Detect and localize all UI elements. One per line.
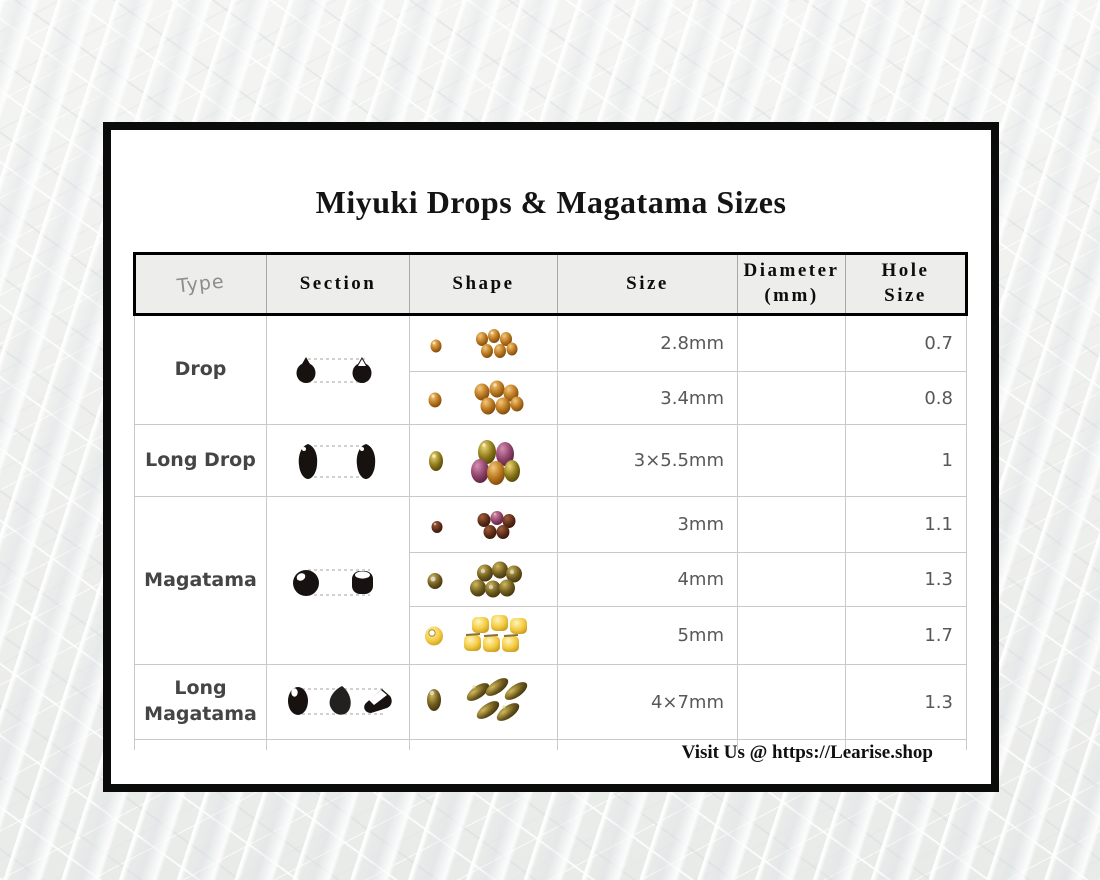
type-label-magatama: Magatama — [134, 496, 267, 665]
hole-size-value: 1.7 — [845, 606, 967, 665]
size-value: 3mm — [557, 496, 738, 553]
size-table: Type Section Shape Size Diameter (mm) Ho… — [133, 252, 968, 750]
hole-size-value: 0.8 — [845, 371, 967, 425]
shape-cell-magatama-4mm — [409, 552, 558, 607]
diameter-value — [737, 424, 846, 497]
diameter-value — [737, 496, 846, 553]
diameter-value — [737, 606, 846, 665]
hole-size-value: 1.1 — [845, 496, 967, 553]
diameter-value — [737, 314, 846, 372]
long-drop-section-icon — [298, 443, 376, 479]
hole-size-value: 0.7 — [845, 314, 967, 372]
shape-cell-drop-3.4 — [409, 371, 558, 425]
shop-url-text: Visit Us @ https://Learise.shop — [681, 742, 933, 763]
section-cell-long-magatama — [266, 664, 410, 740]
shape-cell-magatama-3mm — [409, 496, 558, 553]
drop-beads-2.8mm-icon — [430, 328, 517, 358]
size-value: 2.8mm — [557, 314, 738, 372]
table-row: Drop — [134, 314, 967, 425]
long-magatama-section-icon — [288, 686, 392, 715]
drop-section-icon — [296, 357, 372, 383]
shape-cell-long-drop — [409, 424, 558, 497]
table-row-partial — [134, 739, 967, 750]
long-magatama-beads-icon — [426, 678, 527, 721]
magatama-beads-5mm-icon — [424, 614, 527, 652]
table-row: 5mm 1.7 — [135, 606, 967, 665]
col-header-hole-size: Hole Size — [845, 252, 968, 316]
table-row: Long Drop — [134, 424, 967, 497]
col-header-type: Type — [133, 252, 267, 316]
hole-size-value: 1.3 — [845, 552, 967, 607]
magatama-beads-4mm-icon — [427, 561, 522, 597]
header-row: Type Section Shape Size Diameter (mm) Ho… — [133, 252, 968, 316]
table-row: 4mm 1.3 — [135, 552, 967, 607]
size-value: 3×5.5mm — [557, 424, 738, 497]
shape-cell-drop-2.8 — [409, 314, 558, 372]
size-value: 5mm — [557, 606, 738, 665]
section-cell-long-drop — [266, 424, 410, 497]
table-row: Magatama — [134, 496, 967, 665]
col-header-section: Section — [266, 252, 410, 316]
shape-cell-magatama-5mm — [409, 606, 558, 665]
magatama-beads-3mm-icon — [431, 510, 515, 539]
size-value: 3.4mm — [557, 371, 738, 425]
poster-card: Miyuki Drops & Magatama Sizes Type Secti… — [103, 122, 999, 792]
hole-size-value: 1.3 — [845, 664, 967, 740]
page-title: Miyuki Drops & Magatama Sizes — [315, 184, 787, 220]
shape-cell-long-magatama — [409, 664, 558, 740]
diameter-value — [737, 664, 846, 740]
table-row: Long Magatama — [134, 664, 967, 740]
size-value: 4×7mm — [557, 664, 738, 740]
drop-beads-3.4mm-icon — [428, 380, 523, 415]
section-cell-drop — [266, 314, 410, 425]
section-cell-magatama — [266, 496, 410, 665]
col-header-size: Size — [557, 252, 738, 316]
magatama-section-icon — [293, 568, 373, 596]
type-label-long-drop: Long Drop — [134, 424, 267, 497]
hole-size-value: 1 — [845, 424, 967, 497]
long-drop-beads-icon — [428, 439, 520, 485]
type-label-long-magatama: Long Magatama — [134, 664, 267, 740]
type-label-drop: Drop — [134, 314, 267, 425]
table-row: 3.4mm 0.8 — [135, 371, 967, 425]
size-table-wrap: Type Section Shape Size Diameter (mm) Ho… — [133, 252, 968, 750]
col-header-shape: Shape — [409, 252, 558, 316]
col-header-diameter: Diameter (mm) — [737, 252, 846, 316]
diameter-value — [737, 371, 846, 425]
diameter-value — [737, 552, 846, 607]
size-value: 4mm — [557, 552, 738, 607]
